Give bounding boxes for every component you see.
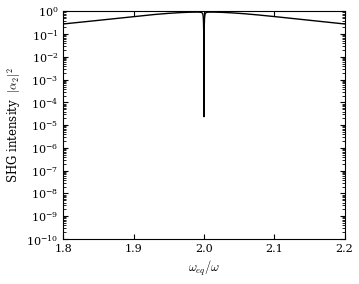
Y-axis label: SHG intensity  $|\alpha_2|^2$: SHG intensity $|\alpha_2|^2$ [5,67,23,183]
X-axis label: $\omega_{eq}/\omega$: $\omega_{eq}/\omega$ [188,259,220,278]
